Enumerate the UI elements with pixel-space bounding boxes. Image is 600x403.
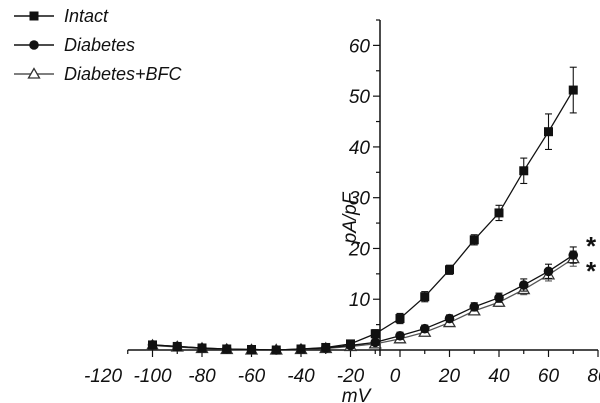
y-tick-label: 40 bbox=[349, 138, 371, 159]
series-layer bbox=[145, 66, 580, 355]
data-point bbox=[222, 344, 232, 354]
x-tick-label: -60 bbox=[238, 366, 266, 387]
data-point bbox=[420, 292, 430, 302]
x-tick-label: 20 bbox=[438, 366, 461, 387]
y-tick-label: 30 bbox=[349, 189, 371, 210]
data-point bbox=[172, 341, 182, 351]
data-point bbox=[568, 250, 579, 260]
data-point bbox=[197, 343, 207, 353]
data-point bbox=[419, 323, 430, 334]
x-axis-title: mV bbox=[342, 386, 373, 403]
data-point bbox=[296, 344, 306, 354]
data-point bbox=[444, 313, 455, 324]
data-point bbox=[544, 127, 553, 137]
data-point bbox=[370, 329, 380, 339]
legend-label: Diabetes+BFC bbox=[64, 64, 183, 84]
data-point bbox=[469, 235, 479, 245]
legend-entry: Diabetes+BFC bbox=[14, 64, 183, 84]
series-intact bbox=[148, 66, 578, 355]
data-point bbox=[469, 302, 480, 312]
x-tick-label: -20 bbox=[337, 366, 365, 387]
data-point bbox=[271, 345, 281, 355]
data-point bbox=[518, 280, 529, 290]
x-tick-label: 60 bbox=[538, 366, 560, 387]
x-tick-label: -100 bbox=[133, 366, 171, 387]
legend-entry: Intact bbox=[14, 6, 109, 26]
data-point bbox=[568, 85, 578, 95]
legend-marker bbox=[29, 11, 39, 21]
x-tick-label: -80 bbox=[188, 366, 216, 387]
legend-label: Diabetes bbox=[64, 35, 135, 55]
data-point bbox=[346, 339, 355, 349]
data-point bbox=[543, 266, 554, 277]
axes: -120 -100 -80 -60 -40 -20 0 20 40 60 80 10 20 30 40 50 6… bbox=[84, 19, 600, 403]
x-tick-label: 0 bbox=[390, 366, 401, 387]
data-point bbox=[148, 340, 157, 350]
annotations: ** bbox=[586, 231, 597, 286]
legend-entry: Diabetes bbox=[14, 35, 135, 55]
data-point bbox=[445, 265, 454, 275]
x-tick-label: 40 bbox=[488, 366, 510, 387]
x-tick-label: 80 bbox=[587, 366, 600, 387]
y-tick-label: 10 bbox=[349, 290, 371, 311]
legend-marker bbox=[27, 67, 41, 79]
data-point bbox=[519, 166, 529, 176]
significance-asterisk: * bbox=[586, 256, 597, 286]
legend-label: Intact bbox=[64, 6, 109, 26]
legend-marker bbox=[29, 40, 39, 50]
x-tick-label: -120 bbox=[84, 366, 122, 387]
data-point bbox=[247, 344, 256, 354]
y-tick-label: 50 bbox=[349, 87, 371, 108]
data-point bbox=[494, 208, 504, 218]
data-point bbox=[395, 314, 405, 324]
x-tick-label: -40 bbox=[287, 366, 315, 387]
legend: Intact Diabetes Diabetes+BFC bbox=[14, 6, 183, 84]
data-point bbox=[370, 337, 381, 348]
y-tick-label: 20 bbox=[348, 239, 371, 260]
data-point bbox=[321, 342, 331, 352]
y-axis-title: pA/pF bbox=[340, 191, 361, 244]
significance-asterisk: * bbox=[586, 231, 597, 261]
data-point bbox=[494, 292, 504, 303]
data-point bbox=[395, 330, 405, 341]
y-tick-label: 60 bbox=[349, 36, 371, 57]
